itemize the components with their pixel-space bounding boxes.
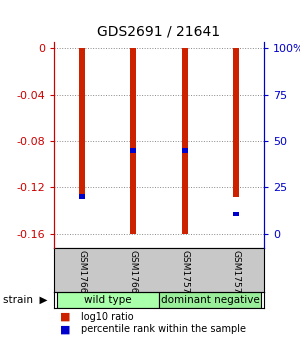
Bar [79, 48, 85, 199]
Bar [233, 212, 239, 217]
Bar [57, 292, 159, 308]
Text: GSM176611: GSM176611 [129, 250, 138, 305]
Text: ■: ■ [60, 312, 70, 322]
Bar [159, 292, 261, 308]
Text: wild type: wild type [84, 295, 132, 305]
Bar [233, 48, 239, 197]
Bar [130, 48, 136, 234]
Text: log10 ratio: log10 ratio [81, 312, 134, 322]
Text: strain  ▶: strain ▶ [3, 295, 47, 305]
Title: GDS2691 / 21641: GDS2691 / 21641 [98, 24, 220, 39]
Text: percentile rank within the sample: percentile rank within the sample [81, 324, 246, 334]
Text: GSM176606: GSM176606 [78, 250, 87, 305]
Bar [130, 148, 136, 153]
Text: GSM175765: GSM175765 [231, 250, 240, 305]
Bar [79, 194, 85, 199]
Text: dominant negative: dominant negative [161, 295, 260, 305]
Bar [182, 148, 188, 153]
Text: GSM175764: GSM175764 [180, 250, 189, 305]
Bar [182, 48, 188, 234]
Text: ■: ■ [60, 324, 70, 334]
